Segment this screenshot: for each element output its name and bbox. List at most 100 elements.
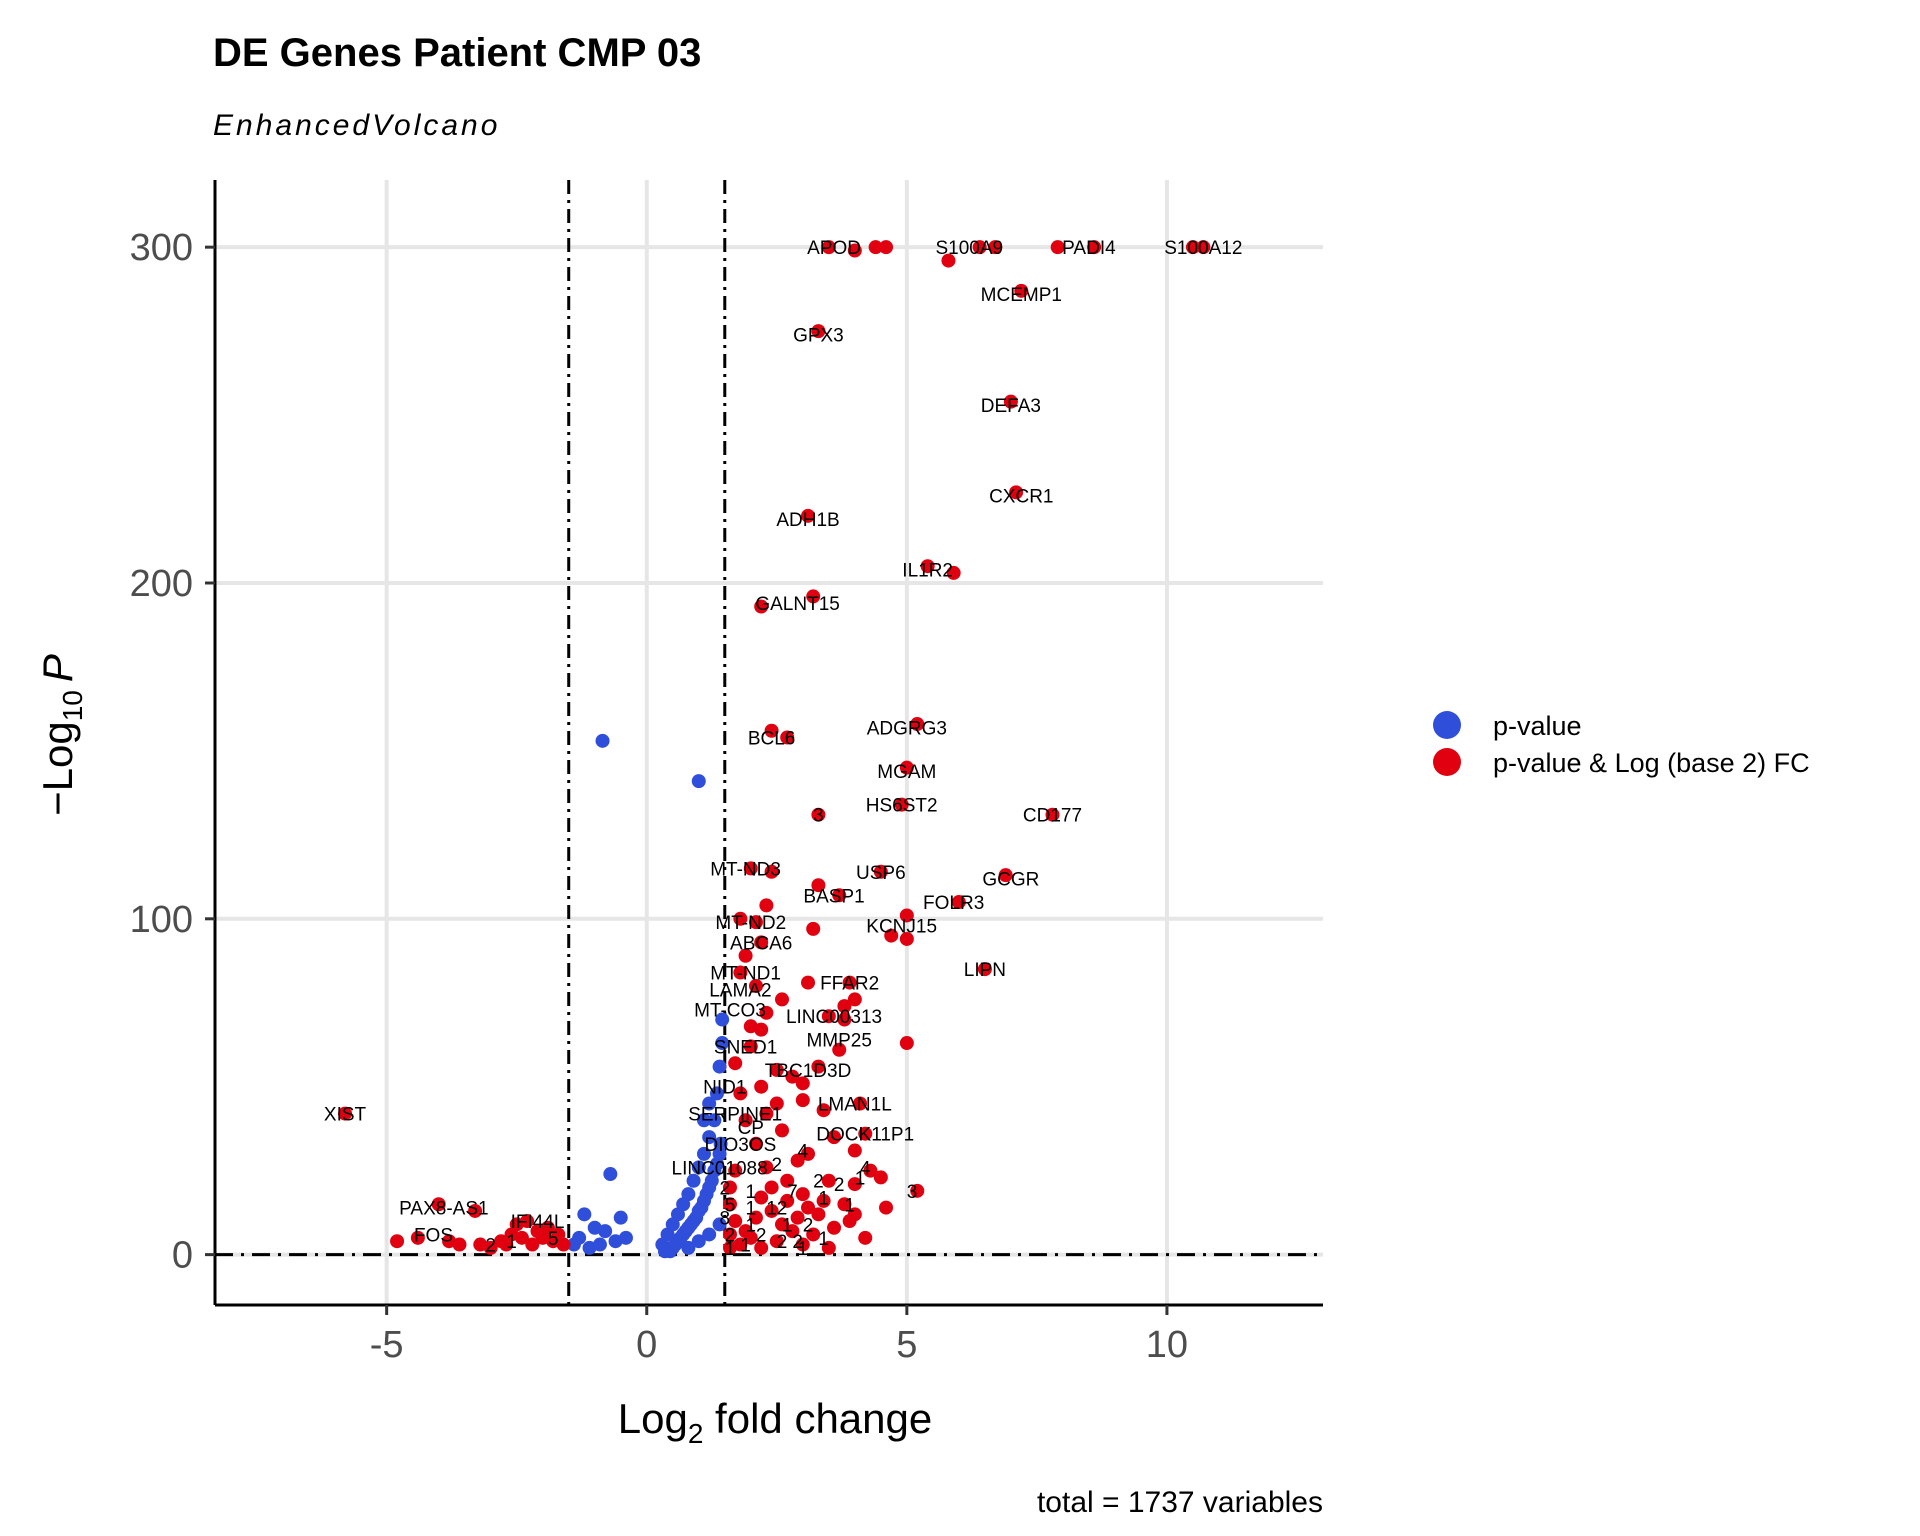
- data-point: [556, 1237, 571, 1252]
- gene-label: S100A12: [1164, 238, 1242, 259]
- gene-label: MT-CO3: [694, 1000, 766, 1021]
- data-point: [764, 1180, 779, 1195]
- data-point: [785, 1069, 800, 1084]
- gene-label: ADH1B: [776, 510, 839, 531]
- gene-label: FFAR2: [820, 974, 879, 995]
- data-point: [738, 1113, 753, 1128]
- data-point: [514, 1230, 529, 1245]
- data-point: [709, 1156, 724, 1171]
- gene-label: 1: [725, 1239, 736, 1260]
- gene-label: LINC01088: [672, 1158, 768, 1179]
- gene-label: KCNJ15: [866, 917, 937, 938]
- y-tick-label: 100: [130, 899, 193, 941]
- data-point: [696, 1146, 711, 1161]
- data-point: [733, 965, 748, 980]
- gene-label: 1: [844, 1195, 855, 1216]
- axes: [213, 180, 1323, 1307]
- gene-label: MCEMP1: [981, 285, 1062, 306]
- gene-label: BCL6: [748, 728, 796, 749]
- data-point: [499, 1237, 514, 1252]
- data-point: [728, 1214, 743, 1229]
- data-point: [754, 1079, 769, 1094]
- data-point: [728, 1056, 743, 1071]
- data-point: [780, 1193, 795, 1208]
- data-point: [884, 928, 899, 943]
- gene-label: 1: [855, 1168, 866, 1189]
- data-point: [468, 1203, 483, 1218]
- data-point: [530, 1224, 545, 1239]
- legend-label: p-value & Log (base 2) FC: [1493, 748, 1810, 778]
- data-point: [795, 1076, 810, 1091]
- gene-label: USP6: [856, 863, 906, 884]
- data-point: [707, 1113, 722, 1128]
- y-tick-label: 200: [130, 563, 193, 605]
- gene-label: 1: [740, 1236, 751, 1257]
- data-point: [847, 243, 862, 258]
- data-point: [785, 1224, 800, 1239]
- data-point: [790, 1210, 805, 1225]
- data-point: [759, 1005, 774, 1020]
- gene-label: 1: [798, 1239, 809, 1260]
- data-point: [520, 1214, 535, 1229]
- data-point: [764, 723, 779, 738]
- gene-label: LINC00313: [786, 1007, 882, 1028]
- gene-label: ADGRG3: [867, 718, 947, 739]
- gene-label: MMP25: [806, 1031, 871, 1052]
- data-point: [946, 565, 961, 580]
- gene-label: 1: [818, 1189, 829, 1210]
- data-point: [899, 1036, 914, 1051]
- data-point: [754, 1022, 769, 1037]
- legend-swatch: [1433, 748, 1461, 776]
- threshold-lines: [215, 180, 1323, 1305]
- data-point: [754, 1190, 769, 1205]
- gene-label: 2: [834, 1175, 845, 1196]
- data-point: [1003, 394, 1018, 409]
- data-point: [811, 807, 826, 822]
- data-point: [702, 1130, 717, 1145]
- data-point: [847, 992, 862, 1007]
- data-point: [759, 1106, 774, 1121]
- gene-label: GALNT15: [755, 594, 839, 615]
- gene-label: 2: [813, 1172, 824, 1193]
- gene-label: 3: [907, 1182, 918, 1203]
- gene-label: 1: [746, 1182, 757, 1203]
- data-point: [795, 1187, 810, 1202]
- data-point: [712, 1217, 727, 1232]
- data-point: [722, 1197, 737, 1212]
- data-point: [722, 1227, 737, 1242]
- data-point: [879, 240, 894, 255]
- data-point: [821, 240, 836, 255]
- data-point: [754, 935, 769, 950]
- data-point: [775, 992, 790, 1007]
- data-point: [837, 1012, 852, 1027]
- data-point: [1196, 240, 1211, 255]
- legend-label: p-value: [1493, 711, 1582, 741]
- data-point: [582, 1240, 597, 1255]
- gene-label: LAMA2: [709, 980, 771, 1001]
- data-point: [801, 508, 816, 523]
- data-point: [873, 1170, 888, 1185]
- data-point: [715, 1036, 730, 1051]
- legend: p-value p-value & Log (base 2) FC: [1433, 711, 1810, 778]
- data-point: [1185, 240, 1200, 255]
- gene-label: ABCA6: [730, 933, 792, 954]
- data-point: [733, 911, 748, 926]
- gene-label: LIPN: [964, 960, 1006, 981]
- gene-label: 2: [485, 1236, 496, 1257]
- data-point: [712, 1059, 727, 1074]
- gene-label: DIO3OS: [704, 1135, 776, 1156]
- gene-label: 1: [506, 1232, 517, 1253]
- data-point: [704, 1173, 719, 1188]
- data-point: [759, 1160, 774, 1175]
- data-point: [754, 599, 769, 614]
- gene-label: 2: [777, 1232, 788, 1253]
- data-point: [977, 962, 992, 977]
- data-point: [728, 1163, 743, 1178]
- gene-label: SNED1: [714, 1037, 777, 1058]
- x-tick-label: 10: [1146, 1324, 1188, 1366]
- data-point: [769, 1096, 784, 1111]
- data-point: [821, 1173, 836, 1188]
- gene-label: 2: [725, 1225, 736, 1246]
- gene-label: PAX8-AS1: [399, 1199, 488, 1220]
- data-point: [748, 978, 763, 993]
